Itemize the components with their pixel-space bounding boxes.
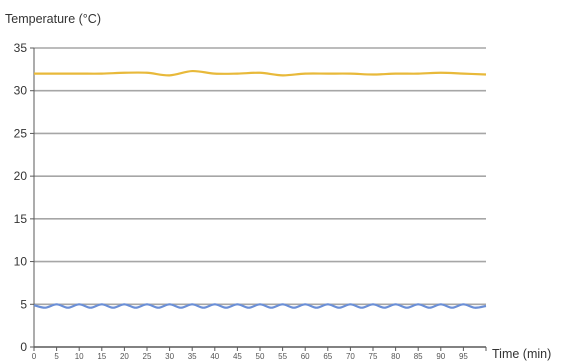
y-tick-label-30: 30: [14, 84, 28, 98]
y-axis-ticks: 0 5 10 15 20 25 30 35: [14, 41, 34, 354]
x-tick-label-80: 80: [391, 352, 400, 361]
y-tick-label-15: 15: [14, 212, 28, 226]
x-tick-label-5: 5: [54, 352, 59, 361]
x-axis-ticks: 0 5 10 15 20 25 30 35 40 45 50 55 60 65 70 75 80 85 90 95: [32, 347, 487, 361]
x-tick-label-85: 85: [414, 352, 423, 361]
y-tick-label-25: 25: [14, 126, 28, 140]
x-tick-label-35: 35: [188, 352, 197, 361]
x-tick-label-90: 90: [436, 352, 445, 361]
y-tick-label-5: 5: [20, 297, 27, 311]
series-line-0: [33, 69, 487, 77]
series-line-1: [33, 303, 487, 309]
x-tick-label-65: 65: [323, 352, 332, 361]
x-tick-label-55: 55: [278, 352, 287, 361]
axes: [33, 48, 486, 348]
y-tick-label-35: 35: [14, 41, 28, 55]
y-axis-title: Temperature (°C): [5, 12, 101, 26]
y-tick-label-10: 10: [14, 255, 28, 269]
x-tick-label-45: 45: [233, 352, 242, 361]
x-tick-label-25: 25: [143, 352, 152, 361]
x-tick-label-20: 20: [120, 352, 129, 361]
x-tick-label-40: 40: [210, 352, 219, 361]
x-tick-label-30: 30: [165, 352, 174, 361]
y-tick-label-0: 0: [20, 340, 27, 354]
x-axis-title: Time (min): [492, 347, 551, 361]
y-tick-label-20: 20: [14, 169, 28, 183]
x-tick-label-95: 95: [459, 352, 468, 361]
x-tick-label-75: 75: [369, 352, 378, 361]
x-tick-label-60: 60: [301, 352, 310, 361]
x-tick-label-0: 0: [32, 352, 37, 361]
x-tick-label-10: 10: [75, 352, 84, 361]
gridlines: [34, 47, 486, 306]
series-lines: [33, 69, 487, 309]
x-tick-label-50: 50: [256, 352, 265, 361]
x-tick-label-15: 15: [97, 352, 106, 361]
x-tick-label-70: 70: [346, 352, 355, 361]
